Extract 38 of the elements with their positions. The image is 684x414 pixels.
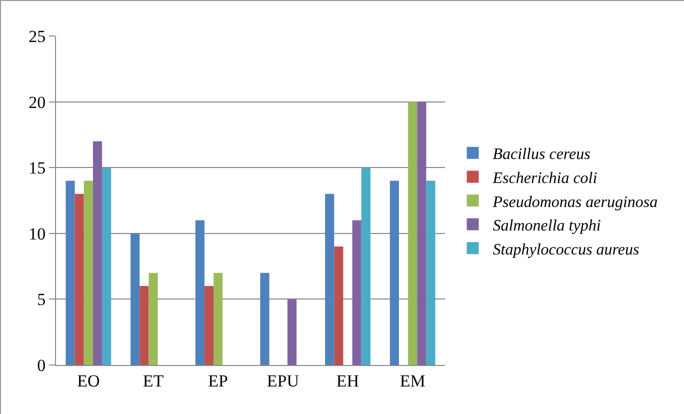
x-tick-label: EP (208, 371, 228, 390)
bar (325, 194, 334, 365)
bar (352, 220, 362, 365)
y-tick-label: 20 (28, 92, 46, 112)
bar (204, 286, 214, 365)
legend-label: Bacillus cereus (492, 146, 590, 164)
y-tick-label: 15 (28, 158, 46, 178)
legend-label: Pseudomonas aeruginosa (492, 194, 658, 211)
x-tick-label: EH (336, 371, 360, 390)
bar (92, 141, 102, 365)
x-tick-label: EPU (266, 371, 299, 390)
y-tick-label: 25 (28, 26, 46, 46)
bar (260, 272, 270, 365)
bar (102, 168, 112, 365)
y-tick-label: 0 (37, 356, 46, 375)
bar (130, 233, 140, 365)
x-tick-label: EM (400, 371, 426, 390)
x-tick-label: ET (142, 371, 164, 390)
bar (361, 168, 370, 365)
bar (334, 246, 344, 365)
bar (408, 102, 418, 365)
bar (140, 286, 149, 365)
bar (148, 272, 158, 365)
bar (74, 194, 84, 365)
x-tick-label: EO (77, 371, 100, 390)
bar (417, 102, 426, 365)
bar (287, 299, 297, 365)
bar (84, 180, 93, 365)
y-tick-label: 5 (37, 290, 46, 310)
legend-label: Staphylococcus aureus (492, 241, 640, 258)
bar (426, 180, 436, 365)
legend-label: Escherichia coli (492, 170, 598, 187)
legend-label: Salmonella typhi (492, 218, 601, 235)
bar (214, 272, 223, 365)
bar (66, 180, 75, 365)
bar (390, 180, 399, 365)
bar (195, 220, 204, 365)
y-tick-label: 10 (28, 224, 46, 244)
